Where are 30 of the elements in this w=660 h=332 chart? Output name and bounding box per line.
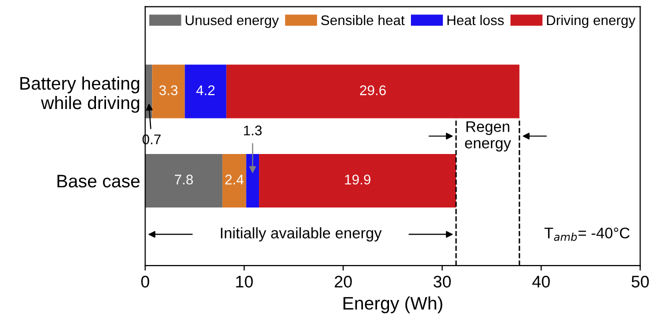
bar	[184, 64, 226, 118]
legend-label: Sensible heat	[321, 14, 405, 26]
data-label: 29.6	[360, 85, 386, 96]
x-tick-label: 20	[334, 276, 352, 288]
data-label: 19.9	[345, 174, 370, 184]
data-label: 4.2	[196, 85, 215, 96]
legend-label: Heat loss	[447, 14, 504, 26]
x-axis-title: Energy (Wh)	[344, 296, 442, 314]
bar	[152, 64, 185, 118]
bar	[222, 154, 246, 208]
x-tick-label: 10	[236, 276, 253, 288]
annotation: Initially available energy	[220, 227, 382, 242]
annotation: Regen energy	[465, 121, 512, 152]
x-tick-label: 40	[532, 276, 550, 288]
y-tick-label: Base case	[58, 174, 140, 188]
bar	[259, 154, 456, 208]
data-label: 7.8	[174, 174, 193, 184]
data-label: 3.3	[159, 85, 178, 96]
data-label: 1.3	[244, 126, 262, 136]
x-tick-label: 0	[141, 276, 150, 288]
bar	[226, 64, 520, 118]
bar	[145, 154, 222, 208]
legend-label: Driving energy	[547, 14, 636, 28]
x-tick-label: 30	[434, 276, 451, 288]
annotation: T$_{amb}$= -40°C	[544, 228, 630, 241]
x-tick-label: 50	[632, 276, 649, 288]
bar	[246, 154, 260, 208]
legend-label: Unused energy	[186, 14, 279, 28]
data-label: 2.4	[225, 174, 244, 184]
y-tick-label: Battery heating while driving	[20, 76, 140, 113]
